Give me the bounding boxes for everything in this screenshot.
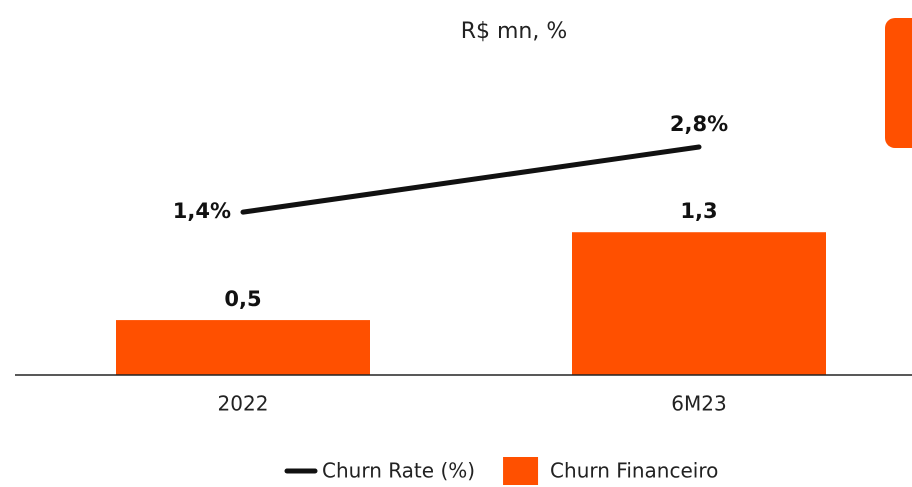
- side-tab: [885, 18, 912, 148]
- legend-label: Churn Financeiro: [550, 459, 718, 483]
- bar: [116, 320, 370, 375]
- value-label: 1,3: [680, 199, 717, 223]
- value-label: 1,4%: [173, 199, 231, 223]
- x-tick-label: 6M23: [671, 392, 726, 416]
- bar: [572, 232, 826, 375]
- line: [240, 144, 702, 215]
- value-label: 2,8%: [670, 112, 728, 136]
- chart-title: R$ mn, %: [461, 19, 568, 44]
- legend-swatch: [503, 457, 539, 485]
- value-label: 0,5: [224, 287, 261, 311]
- legend-label: Churn Rate (%): [322, 459, 475, 483]
- x-tick-label: 2022: [218, 392, 269, 416]
